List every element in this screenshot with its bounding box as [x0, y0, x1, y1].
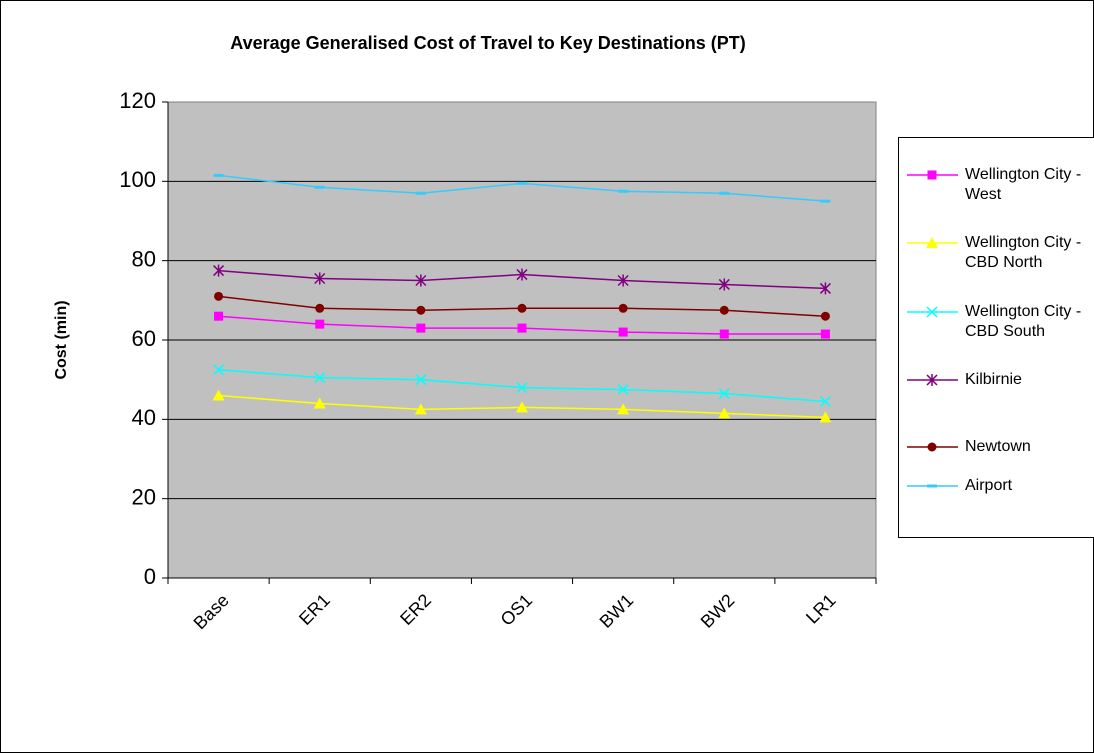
y-tick-label: 0 [144, 564, 156, 589]
y-tick-label: 60 [132, 326, 156, 351]
marker [415, 274, 427, 287]
marker [517, 303, 527, 313]
marker [213, 364, 225, 376]
marker [517, 181, 527, 185]
marker [927, 170, 937, 180]
marker [214, 311, 224, 321]
marker [820, 311, 830, 321]
marker [618, 189, 629, 193]
marker [819, 411, 832, 423]
y-tick-label: 100 [119, 167, 156, 192]
chart-title: Average Generalised Cost of Travel to Ke… [230, 33, 745, 53]
legend-label: Kilbirnie [965, 371, 1022, 388]
marker [718, 278, 730, 291]
marker [213, 264, 225, 277]
marker [516, 401, 528, 413]
marker [820, 199, 831, 203]
marker [618, 303, 628, 313]
legend-label: Wellington City - CBD North [965, 234, 1082, 271]
legend-box [898, 137, 1094, 538]
marker [718, 407, 731, 419]
marker [416, 305, 426, 315]
marker [516, 268, 528, 281]
y-tick-label: 20 [132, 484, 156, 509]
marker [718, 388, 730, 400]
marker [719, 329, 729, 339]
y-axis-label: Cost (min) [53, 300, 70, 379]
marker [415, 374, 427, 386]
y-tick-label: 80 [132, 246, 156, 271]
marker [926, 237, 938, 248]
legend-label: Newtown [965, 438, 1031, 455]
y-tick-label: 40 [132, 405, 156, 430]
legend-label: Wellington City - CBD South [965, 303, 1082, 340]
marker [617, 384, 629, 396]
marker [820, 329, 830, 339]
marker [516, 382, 528, 394]
marker [927, 484, 937, 488]
marker [819, 282, 831, 295]
marker [517, 323, 527, 333]
marker [315, 319, 325, 329]
marker [416, 323, 426, 333]
marker [618, 327, 628, 337]
legend-label: Airport [965, 477, 1013, 494]
marker [414, 403, 427, 415]
marker [415, 191, 426, 195]
marker [313, 397, 326, 409]
marker [927, 442, 937, 452]
marker [315, 303, 325, 313]
marker [213, 173, 224, 177]
marker [314, 372, 326, 384]
legend-label: Wellington City - West [965, 166, 1082, 203]
marker [926, 374, 938, 386]
marker [819, 395, 831, 408]
marker [212, 389, 225, 401]
marker [617, 403, 630, 415]
marker [719, 191, 730, 195]
marker [314, 272, 326, 285]
marker [214, 291, 224, 301]
marker [314, 185, 325, 189]
marker [719, 305, 729, 315]
marker [926, 306, 938, 318]
y-tick-label: 120 [119, 88, 156, 113]
marker [617, 274, 629, 287]
